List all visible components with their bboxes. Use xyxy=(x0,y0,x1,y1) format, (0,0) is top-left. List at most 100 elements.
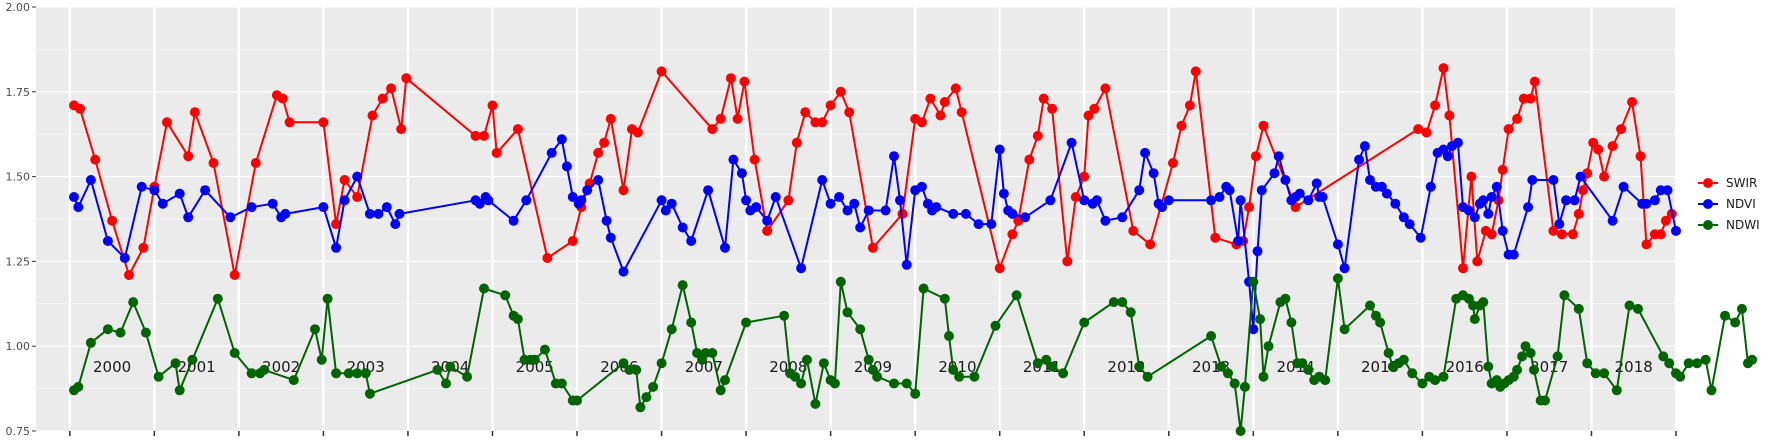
data-point xyxy=(316,354,327,365)
data-point xyxy=(1134,185,1145,196)
data-point xyxy=(910,388,921,399)
data-point xyxy=(973,219,984,230)
data-point xyxy=(1339,263,1350,274)
data-point xyxy=(1512,113,1523,124)
data-point xyxy=(331,368,342,379)
y-tick-label: 0.75 xyxy=(6,425,31,438)
data-point xyxy=(1176,120,1187,131)
data-point xyxy=(343,368,354,379)
data-point xyxy=(1058,368,1069,379)
legend-label-ndwi: NDWI xyxy=(1726,218,1760,232)
data-point xyxy=(800,107,811,118)
data-point xyxy=(352,368,363,379)
data-point xyxy=(593,147,604,158)
data-point xyxy=(73,202,84,213)
data-point xyxy=(736,168,747,179)
data-point xyxy=(1548,225,1559,236)
data-point xyxy=(1573,303,1584,314)
data-point xyxy=(635,402,646,413)
data-point xyxy=(1235,195,1246,206)
data-point xyxy=(390,219,401,230)
data-point xyxy=(1599,368,1610,379)
data-point xyxy=(1552,351,1563,362)
data-point xyxy=(69,192,79,202)
data-point xyxy=(1007,208,1018,219)
data-point xyxy=(666,324,677,335)
data-point xyxy=(1398,354,1409,365)
data-point xyxy=(817,117,828,128)
data-point xyxy=(1569,195,1580,206)
data-point xyxy=(960,208,971,219)
data-point xyxy=(212,293,223,304)
data-point xyxy=(1011,290,1022,301)
data-point xyxy=(1269,168,1280,179)
data-point xyxy=(367,110,378,121)
data-point xyxy=(1233,236,1244,246)
data-point xyxy=(1117,297,1128,308)
data-point xyxy=(364,388,375,399)
data-point xyxy=(1700,354,1711,365)
data-point xyxy=(1520,341,1531,352)
data-point xyxy=(1032,130,1043,141)
data-point xyxy=(445,361,456,372)
data-point xyxy=(1339,324,1350,335)
data-point xyxy=(1466,171,1477,182)
data-point xyxy=(1618,181,1629,192)
data-point xyxy=(631,364,642,375)
data-point xyxy=(462,371,473,382)
data-point xyxy=(632,127,643,138)
data-point xyxy=(339,175,350,185)
data-point xyxy=(1497,164,1508,175)
y-tick-label: 1.50 xyxy=(6,171,31,184)
data-point xyxy=(1263,341,1274,352)
data-point xyxy=(872,371,883,382)
data-point xyxy=(618,266,629,277)
data-point xyxy=(1658,351,1669,362)
legend-key-point xyxy=(1703,178,1713,188)
data-point xyxy=(1041,354,1052,365)
data-point xyxy=(918,283,929,294)
data-point xyxy=(779,310,790,321)
data-point xyxy=(1548,175,1559,185)
data-point xyxy=(1611,385,1622,396)
data-point xyxy=(844,107,855,118)
data-point xyxy=(1250,151,1261,162)
data-point xyxy=(1512,364,1523,375)
data-point xyxy=(863,354,874,365)
data-point xyxy=(1655,229,1666,240)
data-point xyxy=(1425,181,1436,192)
data-point xyxy=(432,364,443,375)
data-point xyxy=(751,202,762,213)
data-point xyxy=(200,185,211,196)
data-point xyxy=(1438,63,1449,74)
data-point xyxy=(1720,310,1730,321)
data-point xyxy=(969,371,980,382)
data-point xyxy=(1100,83,1111,94)
legend-key-point xyxy=(1703,199,1713,209)
data-point xyxy=(605,113,616,124)
data-point xyxy=(818,358,829,369)
data-point xyxy=(863,205,874,216)
data-point xyxy=(1311,178,1322,189)
data-point xyxy=(1486,192,1497,202)
data-point xyxy=(1216,361,1227,372)
data-point xyxy=(666,198,677,209)
year-label: 2010 xyxy=(938,358,976,376)
data-point xyxy=(1383,348,1394,358)
data-point xyxy=(1415,232,1426,243)
data-point xyxy=(1252,246,1263,257)
data-point xyxy=(1430,375,1441,386)
data-point xyxy=(849,198,860,209)
data-point xyxy=(1190,66,1201,77)
data-point xyxy=(1032,358,1043,369)
data-point xyxy=(394,208,405,219)
data-point xyxy=(102,324,113,335)
data-point xyxy=(944,331,954,341)
data-point xyxy=(170,358,181,369)
data-point xyxy=(1525,93,1536,104)
data-point xyxy=(1248,324,1259,335)
data-point xyxy=(284,117,295,128)
data-point xyxy=(1224,185,1235,196)
data-point xyxy=(1142,371,1153,382)
data-point xyxy=(1168,158,1178,168)
